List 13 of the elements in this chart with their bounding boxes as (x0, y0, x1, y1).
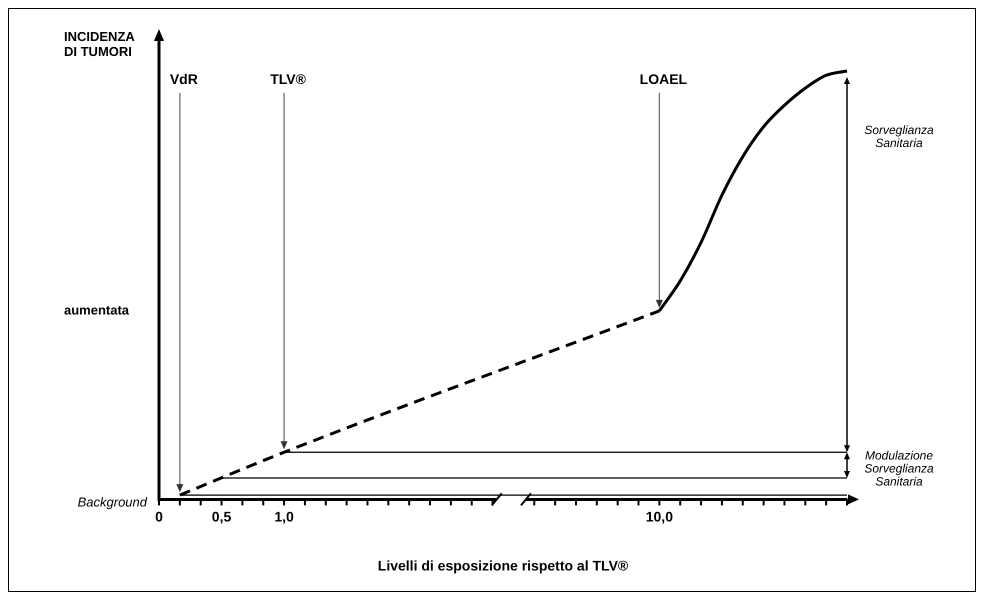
x-tick-label: 0 (155, 508, 164, 525)
x-axis-title: Livelli di esposizione rispetto al TLV® (378, 557, 629, 574)
text: Sorveglianza Sanitaria (864, 122, 934, 150)
text: Modulazione Sorveglianza Sanitaria (864, 448, 934, 488)
ref-line-label: Background (78, 494, 148, 510)
x-tick-label: 0,5 (212, 508, 232, 525)
x-tick-label: 10,0 (646, 508, 674, 525)
text: aumentata (64, 302, 130, 318)
y-axis-title: INCIDENZA DI TUMORI (64, 29, 136, 60)
annotation: VdR (170, 70, 198, 87)
annotation: LOAEL (640, 70, 688, 87)
annotation: TLV® (270, 70, 307, 87)
x-tick-label: 1,0 (274, 508, 294, 525)
